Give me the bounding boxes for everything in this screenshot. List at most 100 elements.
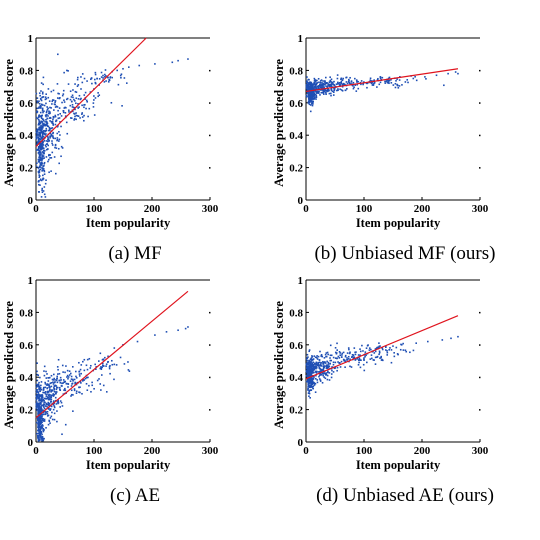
scatter-point [39, 135, 41, 137]
scatter-point [336, 357, 338, 360]
scatter-point [50, 133, 53, 136]
scatter-point [326, 366, 328, 368]
scatter-point [58, 131, 60, 133]
scatter-point [305, 85, 308, 88]
scatter-point [45, 395, 48, 397]
scatter-point [314, 85, 317, 87]
scatter-point [40, 397, 43, 399]
scatter-point [37, 385, 39, 388]
scatter-point [310, 99, 312, 101]
scatter-point [37, 412, 40, 415]
scatter-point [38, 429, 40, 431]
scatter-point [324, 377, 327, 380]
scatter-point [113, 378, 115, 381]
y-tick-label: 1 [298, 33, 304, 45]
scatter-point [312, 103, 314, 105]
scatter-point [441, 339, 444, 341]
scatter-point [51, 140, 53, 142]
scatter-point [321, 84, 323, 87]
scatter-point [42, 168, 45, 170]
scatter-point [52, 383, 55, 385]
scatter-point [56, 125, 59, 128]
scatter-point [49, 157, 51, 159]
scatter-point [310, 383, 313, 386]
scatter-point [58, 117, 61, 119]
scatter-point [98, 378, 100, 380]
scatter-point [41, 191, 44, 193]
scatter-point [80, 88, 82, 90]
scatter-point [357, 363, 360, 366]
scatter-point [76, 85, 79, 88]
scatter-point [43, 140, 46, 142]
scatter-point [119, 74, 122, 77]
scatter-point [306, 362, 308, 364]
scatter-point [52, 381, 54, 384]
scatter-point [54, 137, 57, 140]
scatter-point [313, 77, 316, 80]
scatter-point [320, 87, 323, 89]
scatter-point [334, 361, 337, 364]
scatter-point [40, 431, 43, 434]
scatter-point [48, 100, 51, 102]
scatter-point [328, 372, 331, 374]
scatter-point [69, 104, 72, 107]
scatter-point [336, 74, 339, 76]
scatter-point [341, 79, 344, 81]
scatter-point [334, 85, 337, 88]
scatter-point [35, 389, 38, 391]
scatter-point [45, 133, 47, 135]
scatter-point [358, 358, 361, 361]
scatter-point [53, 156, 56, 158]
scatter-point [38, 127, 40, 130]
scatter-point [390, 78, 392, 81]
scatter-point [305, 380, 308, 383]
scatter-point [308, 349, 311, 351]
scatter-point [374, 348, 377, 350]
scatter-point [53, 418, 56, 421]
scatter-point [62, 111, 65, 114]
scatter-point [329, 359, 332, 362]
scatter-point [83, 358, 86, 361]
x-tick-label: 100 [356, 445, 373, 457]
scatter-point [94, 78, 96, 81]
scatter-point [360, 80, 363, 82]
scatter-point [308, 364, 310, 367]
scatter-point [80, 97, 82, 100]
scatter-point [320, 361, 322, 364]
scatter-point [305, 96, 308, 98]
right-tick-mark [209, 311, 211, 314]
scatter-point [322, 360, 324, 363]
scatter-point [64, 381, 66, 383]
scatter-point [50, 121, 53, 123]
scatter-point [91, 381, 93, 384]
scatter-point [327, 366, 329, 369]
scatter-point [55, 392, 57, 395]
scatter-point [312, 95, 315, 98]
scatter-point [369, 358, 372, 360]
scatter-point [37, 141, 40, 144]
scatter-point [51, 151, 54, 154]
scatter-point [374, 363, 377, 365]
scatter-point [324, 80, 326, 82]
scatter-point [310, 389, 313, 392]
scatter-point [41, 409, 44, 412]
scatter-point [306, 80, 308, 82]
scatter-point [352, 354, 355, 356]
scatter-point [43, 400, 45, 402]
scatter-point [42, 413, 45, 416]
scatter-point [320, 354, 323, 356]
scatter-point [352, 81, 355, 84]
scatter-point [319, 350, 321, 353]
y-tick-label: 0.4 [289, 130, 303, 142]
scatter-point [319, 85, 321, 87]
scatter-point [57, 401, 60, 404]
scatter-point [36, 432, 38, 435]
scatter-point [341, 85, 344, 88]
scatter-point [41, 136, 44, 139]
scatter-point [310, 378, 313, 380]
scatter-point [100, 367, 103, 369]
scatter-point [315, 372, 318, 374]
scatter-point [307, 389, 309, 391]
scatter-point [67, 386, 69, 388]
